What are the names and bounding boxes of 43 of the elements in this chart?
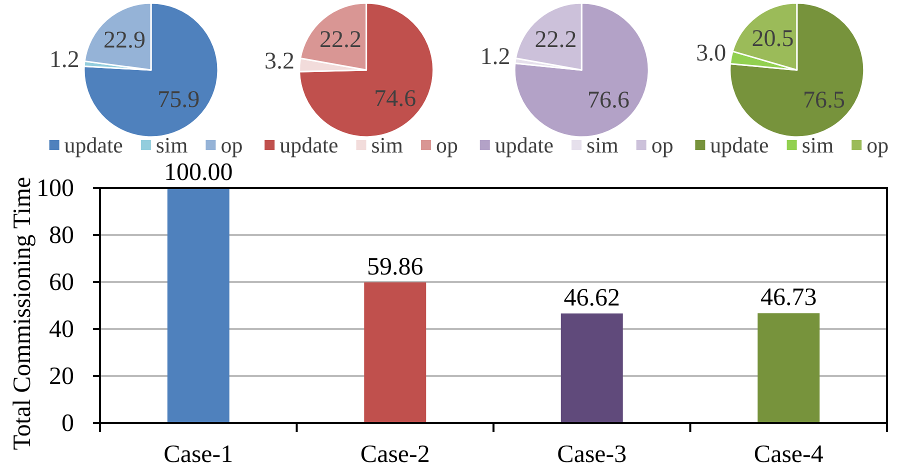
data-label: 3.0	[696, 40, 726, 66]
data-label: 1.2	[480, 44, 510, 70]
x-tick-label: Case-3	[557, 440, 627, 468]
y-tick-label: 80	[49, 222, 74, 249]
data-label: 22.9	[104, 28, 146, 54]
legend-label: op	[436, 132, 458, 158]
legend-label: update	[280, 132, 338, 158]
data-label: 20.5	[752, 26, 794, 52]
data-label: 59.86	[367, 253, 424, 280]
data-label: 76.5	[802, 88, 845, 114]
y-tick-label: 0	[62, 410, 74, 437]
bar	[167, 188, 230, 423]
legend-label: update	[710, 132, 769, 158]
bar	[560, 313, 623, 423]
y-tick-label: 40	[49, 316, 74, 343]
data-label: 1.2	[49, 47, 80, 74]
data-label: 22.2	[319, 27, 362, 54]
legend-label: sim	[371, 132, 404, 158]
legend-label: sim	[156, 132, 188, 158]
legend-label: update	[494, 132, 554, 158]
data-label: 3.2	[264, 48, 295, 74]
bar	[364, 282, 426, 423]
y-axis-title: Total Commissioning Time	[9, 176, 36, 450]
y-tick-label: 60	[49, 269, 74, 296]
y-tick-label: 20	[49, 363, 74, 390]
bar	[758, 313, 820, 423]
y-tick-label: 100	[36, 175, 74, 202]
legend-label: op	[220, 132, 243, 158]
legend-label: sim	[586, 132, 618, 158]
legend-label: op	[866, 132, 889, 158]
x-tick-label: Case-2	[360, 440, 430, 468]
data-label: 22.2	[534, 27, 577, 54]
legend-label: sim	[802, 132, 834, 158]
x-tick-label: Case-1	[164, 440, 234, 468]
legend-label: op	[651, 132, 674, 158]
legend-label: update	[64, 132, 123, 158]
data-label: 46.73	[760, 284, 817, 312]
x-tick-label: Case-4	[754, 440, 824, 468]
data-label: 46.62	[564, 284, 620, 312]
data-label: 100.00	[164, 159, 233, 186]
data-label: 75.9	[158, 87, 200, 114]
data-label: 76.6	[588, 88, 630, 114]
data-label: 74.6	[374, 86, 416, 112]
